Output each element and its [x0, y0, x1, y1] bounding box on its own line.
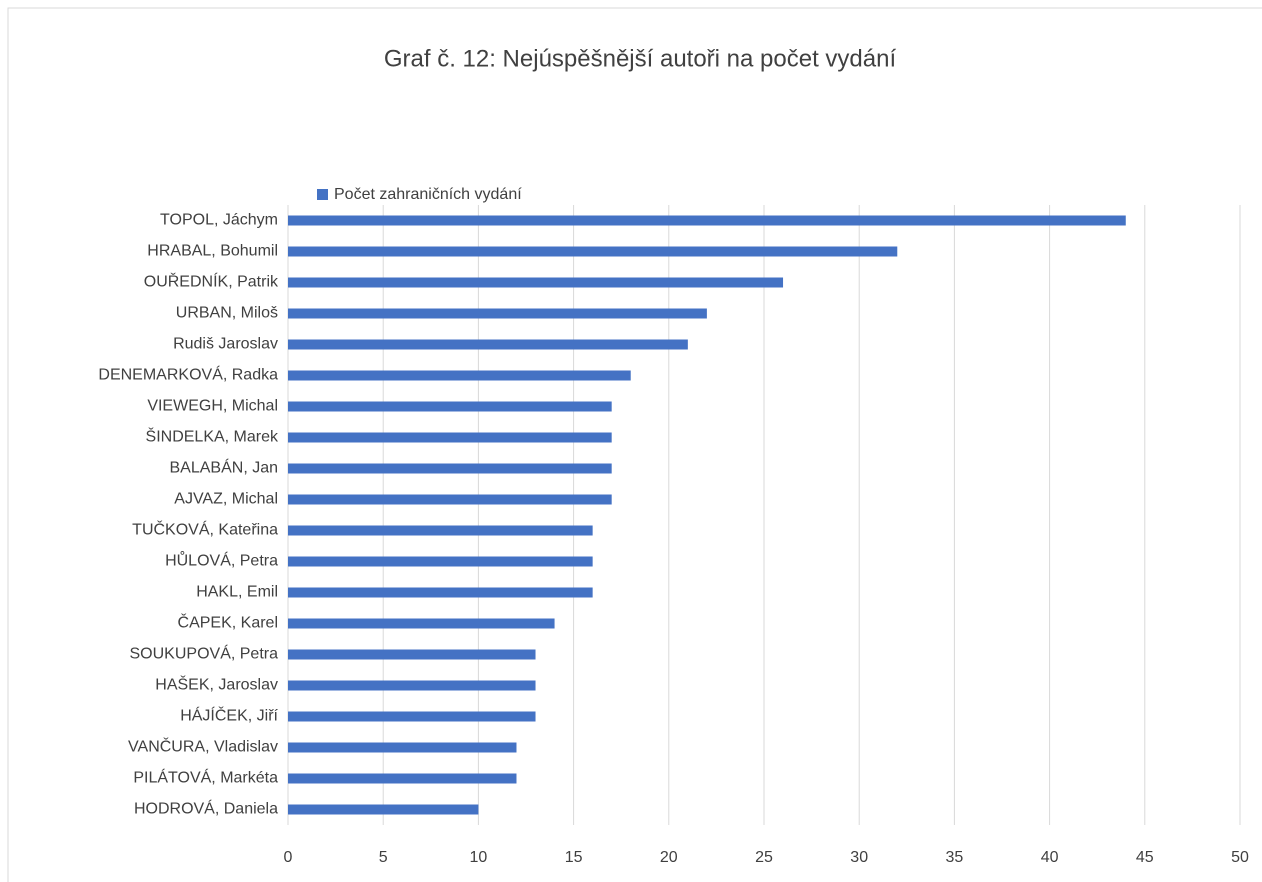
y-tick-label: TOPOL, Jáchym	[160, 212, 278, 229]
y-tick-label: HŮLOVÁ, Petra	[165, 551, 278, 570]
y-tick-label: DENEMARKOVÁ, Radka	[98, 365, 278, 384]
bar	[288, 711, 536, 722]
y-tick-label: HRABAL, Bohumil	[147, 243, 278, 260]
bar	[288, 587, 593, 598]
y-tick-label: ŠINDELKA, Marek	[146, 427, 279, 446]
bar	[288, 494, 612, 505]
y-tick-label: SOUKUPOVÁ, Petra	[130, 644, 279, 663]
bar	[288, 339, 688, 350]
bar	[288, 277, 784, 288]
bar	[288, 215, 1126, 226]
x-tick-label: 20	[660, 849, 678, 866]
x-tick-label: 45	[1136, 849, 1154, 866]
y-tick-label: VIEWEGH, Michal	[147, 398, 278, 415]
x-tick-label: 10	[470, 849, 488, 866]
bar	[288, 463, 612, 474]
y-tick-label: URBAN, Miloš	[176, 305, 278, 322]
legend-label: Počet zahraničních vydání	[334, 186, 522, 203]
y-tick-label: HODROVÁ, Daniela	[134, 799, 278, 818]
x-tick-label: 30	[850, 849, 868, 866]
y-tick-label: HÁJÍČEK, Jiří	[180, 706, 278, 725]
x-tick-label: 40	[1041, 849, 1059, 866]
bar	[288, 618, 555, 629]
y-tick-label: ČAPEK, Karel	[178, 613, 278, 632]
bar	[288, 773, 517, 784]
x-tick-label: 50	[1231, 849, 1249, 866]
x-tick-label: 5	[379, 849, 388, 866]
y-tick-label: Rudiš Jaroslav	[173, 336, 278, 353]
y-tick-label: TUČKOVÁ, Kateřina	[132, 520, 278, 539]
chart-border	[7, 7, 1262, 882]
bar	[288, 680, 536, 691]
bar	[288, 525, 593, 536]
y-tick-label: AJVAZ, Michal	[174, 491, 278, 508]
y-tick-label: PILÁTOVÁ, Markéta	[133, 768, 278, 787]
legend-swatch	[317, 189, 328, 200]
chart-title: Graf č. 12: Nejúspěšnější autoři na poče…	[384, 45, 897, 72]
bar	[288, 370, 631, 381]
y-tick-label: BALABÁN, Jan	[170, 458, 279, 477]
bar	[288, 742, 517, 753]
x-tick-label: 15	[565, 849, 583, 866]
y-tick-label: VANČURA, Vladislav	[128, 737, 278, 756]
bar	[288, 432, 612, 443]
y-tick-label: HAŠEK, Jaroslav	[155, 675, 278, 694]
y-tick-label: HAKL, Emil	[196, 584, 278, 601]
bar	[288, 246, 898, 257]
bar	[288, 401, 612, 412]
y-tick-label: OUŘEDNÍK, Patrik	[144, 272, 279, 291]
bar	[288, 649, 536, 660]
bar	[288, 804, 479, 815]
x-tick-label: 35	[946, 849, 964, 866]
x-tick-label: 0	[284, 849, 293, 866]
bar	[288, 308, 707, 319]
bar	[288, 556, 593, 567]
x-tick-label: 25	[755, 849, 773, 866]
